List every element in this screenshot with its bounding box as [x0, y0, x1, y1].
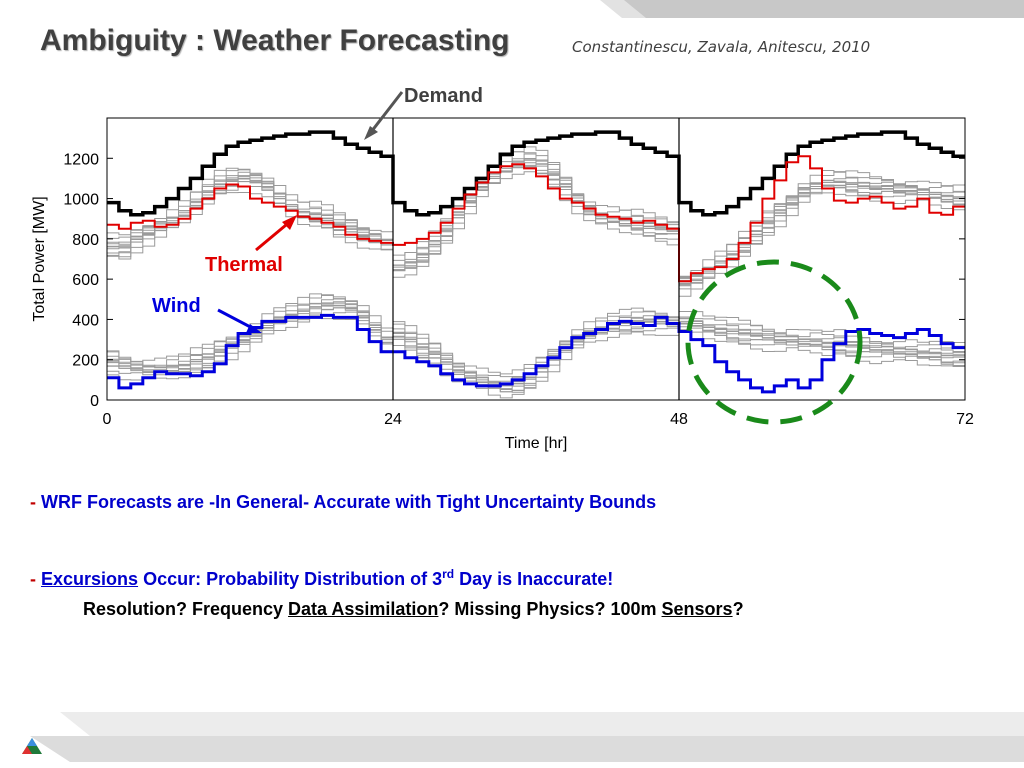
footer-swoosh-shape — [60, 712, 1024, 736]
y-tick-label: 0 — [90, 393, 99, 410]
x-tick-label: 48 — [670, 411, 688, 428]
thermal-annotation: Thermal — [205, 254, 283, 276]
bullet-1: - WRF Forecasts are -In General- Accurat… — [30, 492, 656, 513]
wind-arrow-icon — [217, 308, 262, 333]
footer-swoosh-shape-2 — [30, 736, 1024, 762]
header-stripe-shape — [620, 0, 1024, 18]
logo-icon — [22, 738, 42, 754]
y-tick-label: 600 — [72, 272, 99, 289]
bullet-1-dash: - — [30, 492, 36, 512]
y-tick-label: 200 — [72, 353, 99, 370]
bullet-1-text: WRF Forecasts are -In General- Accurate … — [41, 492, 657, 512]
wind-annotation: Wind — [152, 295, 201, 317]
y-axis-label: Total Power [MW] — [31, 196, 48, 321]
slide-title: Ambiguity : Weather Forecasting — [40, 24, 510, 57]
y-tick-label: 1200 — [63, 151, 99, 168]
demand-arrow-icon — [364, 91, 404, 140]
plot-frame — [106, 117, 966, 401]
x-tick-label: 72 — [956, 411, 974, 428]
bullet-2-text: Occur: Probability Distribution of 3 — [143, 569, 443, 589]
demand-series-line — [107, 130, 965, 217]
thermal-series-line — [107, 155, 965, 283]
y-tick-label: 400 — [72, 312, 99, 329]
axes: 0 200 400 600 800 1000 1200 0 24 48 72 — [63, 118, 974, 428]
bullet-3-part2: ? Missing Physics? 100m — [438, 599, 657, 619]
excursions-link[interactable]: Excursions — [41, 569, 139, 589]
scenario-line — [107, 307, 965, 399]
y-tick-label: 1000 — [63, 192, 99, 209]
thermal-arrow-icon — [255, 215, 297, 252]
data-assimilation-link[interactable]: Data Assimilation — [288, 599, 439, 619]
bullet-3-part3: ? — [732, 599, 744, 619]
sensors-link[interactable]: Sensors — [661, 599, 733, 619]
excursion-highlight-circle — [685, 259, 863, 425]
header-stripe-shape-light — [600, 0, 646, 18]
bullet-2-text-end: Day is Inaccurate! — [459, 569, 614, 589]
scenario-line — [107, 159, 965, 284]
bullet-2: - Excursions Occur: Probability Distribu… — [30, 567, 613, 590]
scenario-line — [107, 293, 965, 376]
y-tick-label: 800 — [72, 232, 99, 249]
bullet-3: Resolution? Frequency Data Assimilation?… — [83, 599, 744, 620]
citation: Constantinescu, Zavala, Anitescu, 2010 — [572, 38, 871, 56]
x-tick-label: 0 — [103, 411, 112, 428]
demand-annotation: Demand — [404, 85, 483, 107]
bullet-2-superscript: rd — [442, 567, 455, 581]
power-chart: 0 200 400 600 800 1000 1200 0 24 48 72 Time [hr] T… — [31, 85, 974, 452]
x-tick-label: 24 — [384, 411, 402, 428]
bullet-2-dash: - — [30, 569, 36, 589]
bullet-3-part1: Resolution? Frequency — [83, 599, 284, 619]
x-axis-label: Time [hr] — [505, 435, 568, 452]
